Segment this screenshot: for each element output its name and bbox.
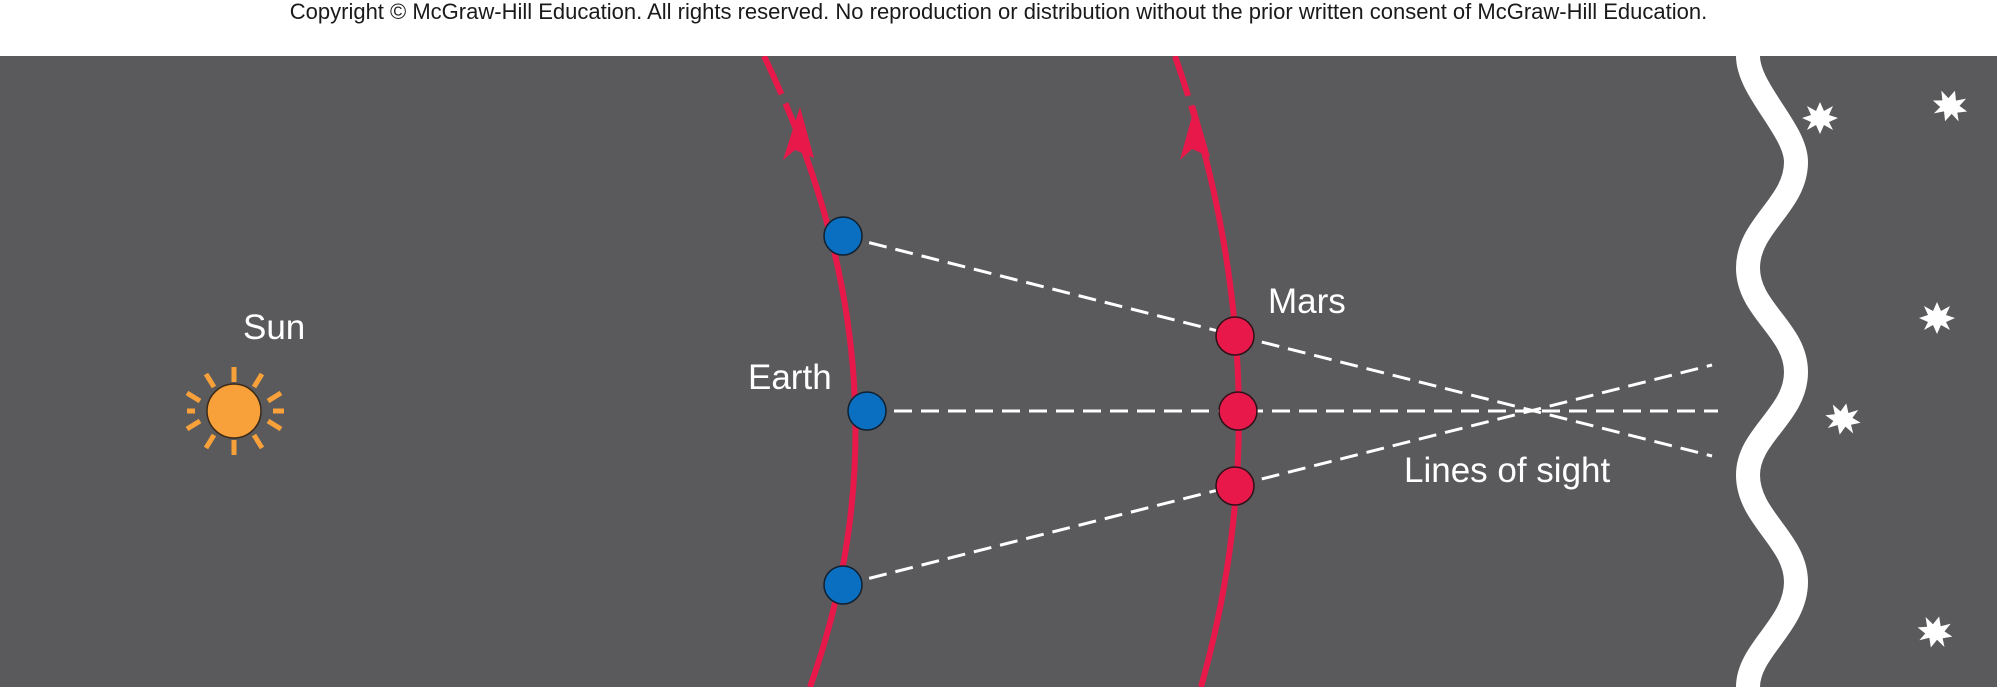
mars-orbit-arrow-icon: [1180, 105, 1210, 160]
sight-line-lower: [842, 363, 1713, 587]
mars-label: Mars: [1268, 282, 1346, 321]
sun-label: Sun: [243, 308, 305, 347]
lines-of-sight: [842, 234, 1718, 587]
lines-of-sight-label: Lines of sight: [1404, 451, 1611, 490]
star-icon: [1932, 90, 1968, 122]
space-background: [0, 56, 1997, 687]
star-icon: [1917, 616, 1953, 648]
sun-icon: [185, 367, 284, 455]
star-icon: [1825, 403, 1861, 435]
earth-position-3: [823, 565, 863, 605]
background-stars: [1802, 90, 1968, 648]
mars-position-3: [1215, 466, 1255, 506]
earth-label: Earth: [748, 358, 832, 397]
earth-orbit-arrow-icon: [783, 107, 814, 160]
scale-break: [1735, 56, 1809, 687]
star-icon: [1919, 302, 1955, 334]
star-icon: [1802, 102, 1838, 134]
copyright-notice: Copyright © McGraw-Hill Education. All r…: [289, 0, 1708, 24]
earth-position-2: [847, 391, 887, 431]
mars-position-1: [1215, 316, 1255, 356]
mars-position-2: [1218, 391, 1258, 431]
earth-position-1: [823, 216, 863, 256]
sight-line-upper: [842, 234, 1713, 458]
